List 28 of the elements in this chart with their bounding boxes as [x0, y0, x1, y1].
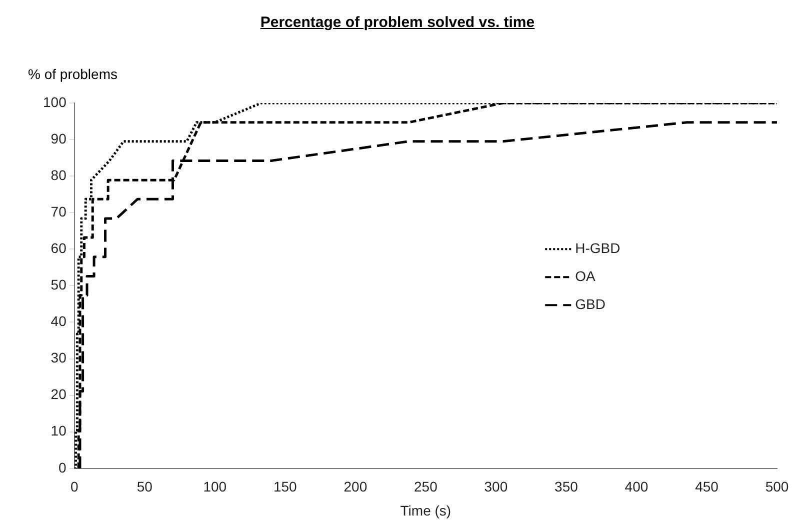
x-tick-label: 400: [624, 478, 648, 495]
y-tick-label: 0: [58, 459, 67, 476]
x-tick-label: 0: [70, 478, 78, 495]
legend-label: GBD: [575, 296, 606, 312]
y-tick-label: 70: [50, 203, 67, 220]
y-tick-label: 30: [50, 350, 67, 366]
y-tick-label: 90: [50, 130, 67, 146]
x-tick-label: 300: [484, 478, 508, 495]
y-axis-title: % of problems: [28, 66, 118, 82]
y-tick-label: 40: [50, 313, 67, 330]
x-tick-label: 100: [203, 478, 227, 495]
x-tick-label: 450: [695, 478, 719, 495]
y-tick-label: 10: [50, 422, 67, 439]
y-tick-label: 50: [50, 276, 67, 293]
legend-label: H-GBD: [575, 240, 620, 256]
y-tick-label: 20: [50, 386, 67, 402]
x-tick-label: 50: [136, 478, 153, 495]
x-tick-label: 250: [414, 478, 438, 495]
x-tick-label: 200: [344, 478, 368, 495]
chart-title: Percentage of problem solved vs. time: [259, 14, 536, 31]
legend-label: OA: [575, 268, 596, 284]
y-tick-label: 60: [50, 240, 67, 256]
x-tick-label: 500: [765, 478, 789, 495]
y-tick-label: 80: [50, 166, 67, 183]
x-axis-title: Time (s): [400, 502, 452, 518]
y-tick-label: 100: [43, 94, 67, 110]
x-tick-label: 150: [273, 478, 298, 495]
x-tick-label: 350: [554, 478, 578, 495]
